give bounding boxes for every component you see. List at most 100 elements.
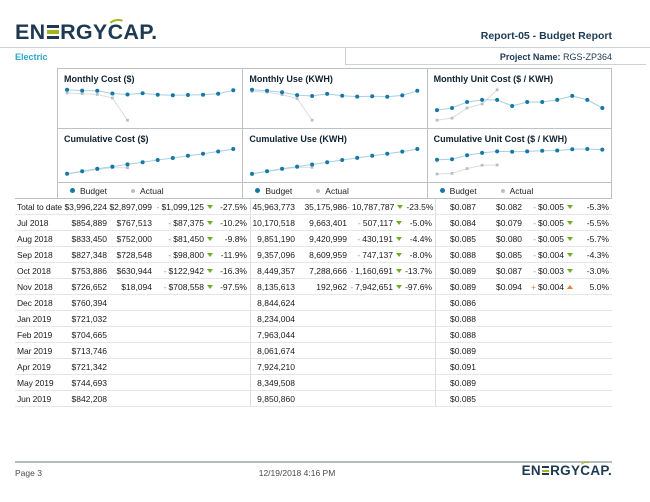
budget-table: Total to date $3,996,224 $2,897,099 - $1…	[15, 198, 612, 407]
cost-variance-pct: -11.9%	[220, 249, 247, 260]
use-budget-value: 8,449,357	[257, 265, 295, 276]
variance-direction-icon	[396, 252, 402, 257]
use-actual-value: 35,175,986	[304, 201, 347, 212]
variance-sign: -	[357, 249, 361, 260]
commodity-label: Electric	[15, 52, 48, 62]
use-budget-value: 9,851,190	[257, 233, 295, 244]
chart-plot	[65, 87, 236, 122]
variance-amount: 1,160,691	[355, 265, 393, 276]
use-section: 9,850,860	[250, 391, 435, 406]
cost-budget-value: $726,652	[71, 281, 107, 292]
use-budget-value: 8,234,004	[257, 313, 295, 324]
logo-text: AP.	[123, 20, 158, 44]
cost-section: $726,652 $18,094 - $708,558 -97.5%	[61, 279, 250, 294]
variance-amount: 10,787,787	[351, 201, 395, 212]
variance-amount: 507,117	[362, 217, 393, 228]
table-row: Apr 2019 $721,342 7,924,210 $0.091	[15, 359, 612, 375]
cost-variance-pct: -10.2%	[220, 217, 247, 228]
variance-sign: -	[533, 217, 536, 228]
table-row: Total to date $3,996,224 $2,897,099 - $1…	[15, 199, 612, 215]
period-cell: Sep 2018	[17, 249, 53, 260]
chart-title: Monthly Use (KWH)	[249, 74, 333, 84]
use-budget-value: 10,170,518	[252, 217, 295, 228]
variance-amount: $122,942	[168, 265, 204, 276]
chart-plot	[434, 88, 604, 122]
cost-section: $3,996,224 $2,897,099 - $1,099,125 -27.5…	[61, 199, 250, 214]
use-chart-column: Monthly Use (KWH) Cumulative Use (KWH) B…	[242, 69, 427, 198]
cost-budget-value: $760,394	[71, 297, 107, 308]
variance-amount: 430,191	[362, 233, 393, 244]
variance-sign: -	[350, 265, 354, 276]
cost-budget-value: $3,996,224	[64, 201, 107, 212]
variance-sign: -	[168, 249, 172, 260]
energycap-logo: EN RGY C AP.	[15, 17, 158, 45]
variance-direction-icon	[207, 252, 213, 257]
use-variance-pct: -4.4%	[409, 233, 432, 244]
cost-actual-value: $2,897,099	[109, 201, 152, 212]
unit-budget-value: $0.087	[450, 201, 476, 212]
variance-sign: -	[358, 217, 361, 228]
cost-budget-value: $854,889	[71, 217, 107, 228]
cost-section: $833,450 $752,000 - $81,450 -9.8%	[61, 231, 250, 246]
logo-e-glyph	[46, 24, 59, 39]
logo-text: RGY	[60, 20, 108, 44]
cost-section: $721,032	[61, 311, 250, 326]
use-section: 8,349,508	[250, 375, 435, 390]
unit-section: $0.086	[435, 295, 612, 310]
unit-actual-value: $0.080	[496, 233, 522, 244]
actual-legend-label: Actual	[139, 185, 164, 196]
unit-actual-value: $0.094	[496, 281, 522, 292]
variance-sign: -	[350, 281, 354, 292]
unit-budget-value: $0.086	[450, 297, 476, 308]
table-row: Nov 2018 $726,652 $18,094 - $708,558 -97…	[15, 279, 612, 295]
unit-variance-value: - $0.004	[522, 250, 573, 260]
use-section: 10,170,518 9,663,401 - 507,117 -5.0%	[250, 215, 435, 230]
header-divider	[0, 47, 650, 48]
cost-section: $760,394	[61, 295, 250, 310]
variance-sign: -	[168, 233, 172, 244]
logo-text: RGY	[550, 463, 581, 478]
cost-section: $713,746	[61, 343, 250, 358]
logo-e-glyph	[541, 466, 550, 475]
cost-budget-value: $744,693	[71, 377, 107, 388]
unit-section: $0.089	[435, 343, 612, 358]
use-variance-value: - 747,137	[347, 250, 402, 260]
variance-amount: 747,137	[362, 249, 393, 260]
unit-variance-value: - $0.005	[522, 202, 573, 212]
unit-section: $0.084 $0.079 - $0.005 -5.5%	[435, 215, 612, 230]
variance-amount: $1,099,125	[161, 201, 204, 212]
chart-plot	[250, 87, 420, 122]
chart-legend: Budget Actual	[243, 183, 426, 198]
unit-budget-value: $0.088	[450, 313, 476, 324]
unit-variance-pct: -5.3%	[586, 201, 609, 212]
cost-variance-value: - $1,099,125	[152, 202, 213, 212]
variance-amount: $0.003	[538, 265, 564, 276]
variance-direction-icon	[396, 268, 402, 273]
charts-area: Monthly Cost ($) Cumulative Cost ($) Bud…	[57, 68, 612, 198]
unit-budget-value: $0.085	[450, 393, 476, 404]
variance-direction-icon	[207, 220, 213, 225]
use-budget-value: 8,061,674	[257, 345, 295, 356]
cost-variance-pct: -27.5%	[220, 201, 247, 212]
unit-budget-value: $0.088	[450, 249, 476, 260]
chart-title: Cumulative Unit Cost ($ / KWH)	[433, 134, 568, 144]
unit-variance-value: - $0.005	[522, 218, 573, 228]
use-budget-value: 9,357,096	[257, 249, 295, 260]
unit-section: $0.088	[435, 327, 612, 342]
period-cell: Total to date	[17, 201, 63, 212]
use-variance-value: - 1,160,691	[347, 266, 402, 276]
variance-direction-icon	[567, 268, 573, 273]
page-number: Page 3	[15, 468, 42, 478]
chart-title: Cumulative Use (KWH)	[249, 134, 347, 144]
period-cell: Jan 2019	[17, 313, 52, 324]
variance-sign: -	[163, 281, 167, 292]
cost-section: $704,665	[61, 327, 250, 342]
period-cell: Oct 2018	[17, 265, 51, 276]
variance-sign: -	[533, 233, 536, 244]
cost-budget-value: $833,450	[71, 233, 107, 244]
chart-plot	[65, 147, 236, 176]
budget-legend-label: Budget	[80, 185, 107, 196]
table-row: Aug 2018 $833,450 $752,000 - $81,450 -9.…	[15, 231, 612, 247]
unit-budget-value: $0.089	[450, 377, 476, 388]
table-row: Sep 2018 $827,348 $728,548 - $98,800 -11…	[15, 247, 612, 263]
